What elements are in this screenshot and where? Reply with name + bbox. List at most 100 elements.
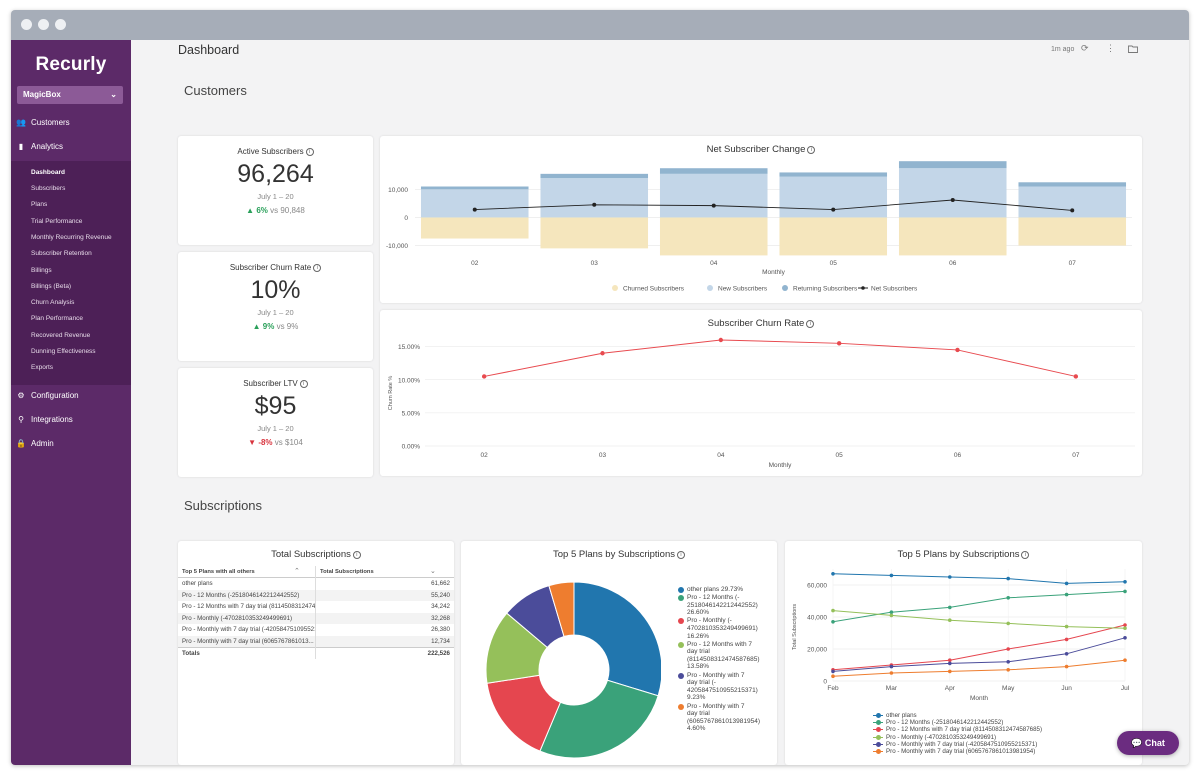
subnav-subscriber-retention[interactable]: Subscriber Retention	[31, 250, 92, 257]
legend-label: New Subscribers	[718, 286, 768, 293]
series-point	[1064, 581, 1069, 586]
bar-returning	[659, 168, 768, 174]
info-icon[interactable]: i	[305, 148, 314, 156]
y-tick-label: 0.00%	[402, 444, 421, 451]
sort-icon[interactable]: ⌄	[430, 568, 436, 575]
series-line	[832, 573, 1126, 584]
series-point	[1064, 637, 1069, 642]
pie-slice	[548, 581, 575, 638]
legend-label: Pro - Monthly with 7 day trial (-4205847…	[886, 740, 1038, 748]
info-icon[interactable]: i	[1021, 551, 1030, 559]
table-row: Pro - Monthly (-4702810353249499691) 32,2…	[178, 612, 454, 624]
subnav-mrr[interactable]: Monthly Recurring Revenue	[31, 234, 112, 241]
sort-icon[interactable]: ⌃	[294, 568, 300, 575]
subnav-recovered-revenue[interactable]: Recovered Revenue	[31, 332, 91, 339]
y-tick-label: 20,000	[807, 647, 827, 654]
folder-icon[interactable]	[1128, 45, 1138, 53]
nav-admin[interactable]: 🔒 Admin	[11, 433, 131, 455]
plans-donut-chart	[485, 581, 661, 759]
series-point	[1064, 652, 1069, 656]
subnav-billings-beta[interactable]: Billings (Beta)	[31, 283, 72, 290]
window-zoom-dot[interactable]	[55, 19, 66, 30]
series-point	[1006, 576, 1010, 581]
x-tick-label: Feb	[827, 685, 839, 692]
subnav-plans[interactable]: Plans	[31, 201, 48, 208]
kpi-compare: vs 9%	[276, 322, 299, 331]
bar-churned	[1018, 217, 1127, 246]
y-tick-label: 60,000	[807, 583, 827, 590]
kpi-value: 96,264	[237, 160, 314, 188]
info-icon[interactable]: i	[806, 320, 815, 328]
legend-label: Pro - Monthly with 7 day trial (6065767861…	[687, 702, 761, 733]
series-point	[831, 669, 835, 674]
plan-total: 12,734	[431, 637, 450, 645]
nav-integrations-label: Integrations	[31, 415, 73, 424]
churn-rate-point	[481, 374, 487, 379]
arrow-up-icon: ▲	[252, 322, 263, 331]
net-subscribers-line	[474, 199, 1073, 211]
main-content: Dashboard 1m ago ⟳ ⋮ Customers Active Su…	[131, 40, 1189, 765]
legend-label: Pro - 12 Months (- 2518046142212442552) 26…	[687, 594, 758, 617]
legend-label: other plans	[886, 712, 917, 719]
x-tick-label: 03	[599, 452, 607, 459]
bar-returning	[1018, 182, 1127, 187]
subnav-dunning-effectiveness[interactable]: Dunning Effectiveness	[31, 348, 96, 355]
info-icon[interactable]: i	[299, 380, 308, 388]
configuration-icon: ⚙	[17, 391, 25, 400]
x-tick-label: 05	[830, 260, 838, 267]
bar-new	[659, 173, 768, 218]
series-point	[1006, 660, 1010, 664]
customers-section-title: Customers	[184, 83, 247, 98]
nav-admin-label: Admin	[31, 439, 54, 448]
legend-label: Pro - Monthly (- 4702810353249499691) 16.2…	[687, 617, 758, 640]
bar-new	[898, 168, 1007, 218]
plan-total: 34,242	[431, 603, 450, 610]
table-row: other plans 61,662	[178, 578, 454, 590]
subnav-churn-analysis[interactable]: Churn Analysis	[31, 299, 75, 306]
recurly-logo[interactable]: Recurly	[35, 54, 107, 75]
kpi-title: Active Subscribers	[237, 147, 304, 156]
chat-label: Chat	[1144, 738, 1165, 748]
chat-button[interactable]: 💬 Chat	[1117, 731, 1179, 755]
info-icon[interactable]: i	[352, 551, 361, 559]
more-options-icon[interactable]: ⋮	[1106, 43, 1115, 53]
info-icon[interactable]: i	[807, 146, 816, 154]
nav-configuration-label: Configuration	[31, 391, 79, 400]
refresh-icon[interactable]: ⟳	[1081, 43, 1089, 53]
table-header: Top 5 Plans with all others ⌃ Total Subs…	[178, 566, 454, 578]
account-name: MagicBox	[23, 90, 61, 99]
chart-title: Subscriber Churn Rate	[707, 318, 805, 329]
nav-integrations[interactable]: ⚲ Integrations	[11, 409, 131, 431]
app-window: Recurly MagicBox ⌄ 👥 Customers ▮ Analyti…	[11, 10, 1189, 765]
window-close-dot[interactable]	[21, 19, 32, 30]
nav-configuration[interactable]: ⚙ Configuration	[11, 385, 131, 407]
x-tick-label: Mar	[886, 685, 898, 692]
legend-marker-dot	[876, 734, 881, 740]
net-subscribers-point	[1070, 208, 1075, 213]
subnav-exports[interactable]: Exports	[31, 364, 54, 371]
table-row: Pro - Monthly with 7 day trial (60657678…	[178, 635, 454, 647]
kpi-date-range: July 1 – 20	[257, 424, 294, 433]
column-header-plan[interactable]: Top 5 Plans with all others	[182, 569, 255, 575]
bar-new	[1018, 186, 1127, 218]
y-tick-label: -10,000	[386, 243, 408, 250]
kpi-card-churn-rate: Subscriber Churn Rate i 10% July 1 – 20 ▲…	[178, 252, 373, 361]
subnav-trial-performance[interactable]: Trial Performance	[31, 218, 83, 225]
info-icon[interactable]: i	[676, 551, 685, 559]
arrow-up-icon: ▲	[246, 206, 257, 215]
nav-customers[interactable]: 👥 Customers	[11, 112, 131, 134]
y-axis-label: Total Subscriptions	[792, 604, 798, 650]
info-icon[interactable]: i	[313, 264, 322, 272]
x-tick-label: 03	[591, 260, 599, 267]
account-selector[interactable]: MagicBox ⌄	[17, 86, 123, 104]
kpi-date-range: July 1 – 20	[257, 308, 294, 317]
subnav-dashboard[interactable]: Dashboard	[31, 169, 65, 176]
x-tick-label: 07	[1069, 260, 1077, 267]
subnav-subscribers[interactable]: Subscribers	[31, 185, 66, 192]
window-minimize-dot[interactable]	[38, 19, 49, 30]
subnav-billings[interactable]: Billings	[31, 267, 52, 274]
subnav-plan-performance[interactable]: Plan Performance	[31, 315, 84, 322]
nav-analytics[interactable]: ▮ Analytics	[11, 136, 131, 158]
column-header-total[interactable]: Total Subscriptions	[320, 569, 374, 575]
plan-name: Pro - Monthly with 7 day trial (60657678…	[182, 637, 314, 645]
